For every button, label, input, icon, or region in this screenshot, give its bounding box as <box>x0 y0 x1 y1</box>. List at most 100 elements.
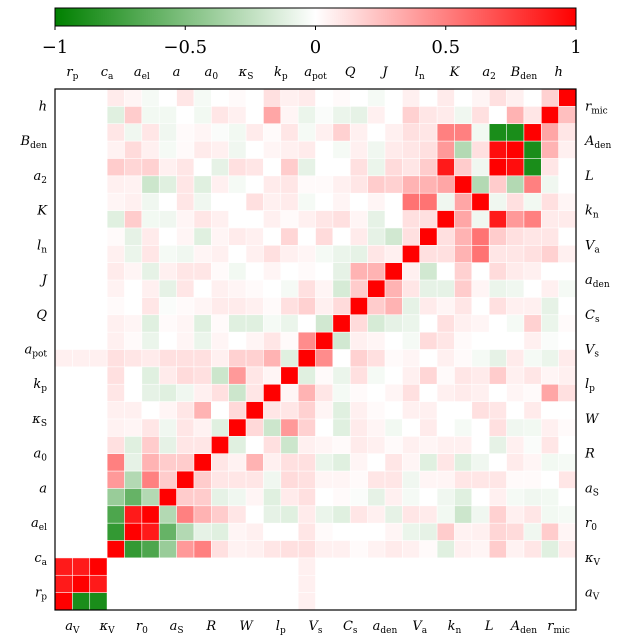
heatmap-cell <box>89 331 108 351</box>
heatmap-cell <box>124 401 143 420</box>
heatmap-cell <box>506 331 525 351</box>
heatmap-cell <box>523 366 542 385</box>
heatmap-cell <box>419 297 438 316</box>
heatmap-cell <box>315 366 334 385</box>
heatmap-cell <box>280 175 299 194</box>
heatmap-cell <box>297 540 317 559</box>
heatmap-cell <box>315 453 334 472</box>
heatmap-cell <box>367 158 386 177</box>
heatmap-cell <box>297 140 317 160</box>
heatmap-cell <box>540 349 560 368</box>
heatmap-cell <box>367 418 386 437</box>
heatmap-cell <box>124 470 143 490</box>
heatmap-cell <box>506 158 525 177</box>
heatmap-cell <box>72 175 91 194</box>
heatmap-cell <box>384 158 403 177</box>
heatmap-cell <box>332 210 351 229</box>
heatmap-cell <box>176 592 195 611</box>
heatmap-cell <box>124 540 143 559</box>
heatmap-cell <box>263 192 282 212</box>
heatmap-cell <box>89 227 108 246</box>
heatmap-cell <box>558 331 577 351</box>
heatmap-cell <box>436 522 456 542</box>
x-axis-top-label: ael <box>134 65 150 82</box>
heatmap-cell <box>523 349 542 368</box>
heatmap-cell <box>506 574 525 594</box>
heatmap-cell <box>211 349 230 368</box>
heatmap-cell <box>54 366 73 385</box>
heatmap-cell <box>471 88 490 107</box>
heatmap-cell <box>193 210 212 229</box>
heatmap-cell <box>419 279 438 298</box>
heatmap-cell <box>419 88 438 107</box>
heatmap-cell <box>72 383 91 403</box>
heatmap-cell <box>436 158 456 177</box>
heatmap-cell <box>315 331 334 351</box>
heatmap-cell <box>349 366 369 385</box>
heatmap-cell <box>54 262 73 281</box>
y-axis-right-label: κV <box>584 551 601 568</box>
heatmap-cell <box>124 436 143 455</box>
heatmap-cell <box>506 123 525 142</box>
heatmap-cell <box>158 436 178 455</box>
heatmap-cell <box>384 331 403 351</box>
heatmap-cell <box>228 245 247 264</box>
heatmap-cell <box>72 401 91 420</box>
heatmap-cell <box>280 331 299 351</box>
heatmap-cell <box>54 331 73 351</box>
heatmap-cell <box>158 245 178 264</box>
heatmap-cell <box>332 262 351 281</box>
heatmap-cell <box>211 366 230 385</box>
heatmap-cell <box>523 88 542 107</box>
heatmap-cell <box>523 557 542 576</box>
heatmap-cell <box>297 314 317 333</box>
heatmap-cell <box>158 505 178 524</box>
heatmap-cell <box>471 540 490 559</box>
x-axis-top-label: J <box>379 65 388 80</box>
heatmap-cell <box>245 366 264 385</box>
heatmap-cell <box>263 210 282 229</box>
heatmap-cell <box>506 88 525 107</box>
heatmap-cell <box>72 279 91 298</box>
heatmap-cell <box>297 175 317 194</box>
heatmap-cell <box>176 436 195 455</box>
heatmap-cell <box>54 279 73 298</box>
heatmap-cell <box>471 123 490 142</box>
heatmap-cell <box>263 314 282 333</box>
heatmap-cell <box>349 331 369 351</box>
heatmap-cell <box>419 106 438 125</box>
heatmap-cell <box>245 488 264 507</box>
heatmap-cell <box>124 192 143 212</box>
heatmap-cell <box>245 418 264 437</box>
heatmap-cell <box>540 383 560 403</box>
heatmap-cell <box>193 557 212 576</box>
x-axis-bottom-label: Aden <box>510 619 537 636</box>
heatmap-cell <box>158 262 178 281</box>
heatmap-cell <box>332 557 351 576</box>
heatmap-cell <box>176 349 195 368</box>
heatmap-cell <box>141 297 160 316</box>
heatmap-cell <box>141 453 160 472</box>
heatmap-cell <box>540 245 560 264</box>
heatmap-cell <box>297 88 317 107</box>
heatmap-cell <box>176 418 195 437</box>
heatmap-cell <box>384 140 403 160</box>
x-axis-top-label: kp <box>274 65 288 82</box>
heatmap-cell <box>436 88 456 107</box>
heatmap-cell <box>349 574 369 594</box>
heatmap-cell <box>558 557 577 576</box>
heatmap-cell <box>124 88 143 107</box>
heatmap-cell <box>211 210 230 229</box>
heatmap-cell <box>384 366 403 385</box>
heatmap-cell <box>402 123 421 142</box>
x-axis-top-label: K <box>449 65 461 80</box>
heatmap-cell <box>523 192 542 212</box>
heatmap-cell <box>402 227 421 246</box>
heatmap-cell <box>419 436 438 455</box>
heatmap-cell <box>454 262 473 281</box>
heatmap-cell <box>193 297 212 316</box>
heatmap-cell <box>523 279 542 298</box>
heatmap-cell <box>436 331 456 351</box>
heatmap-cell <box>280 140 299 160</box>
heatmap-cell <box>436 245 456 264</box>
